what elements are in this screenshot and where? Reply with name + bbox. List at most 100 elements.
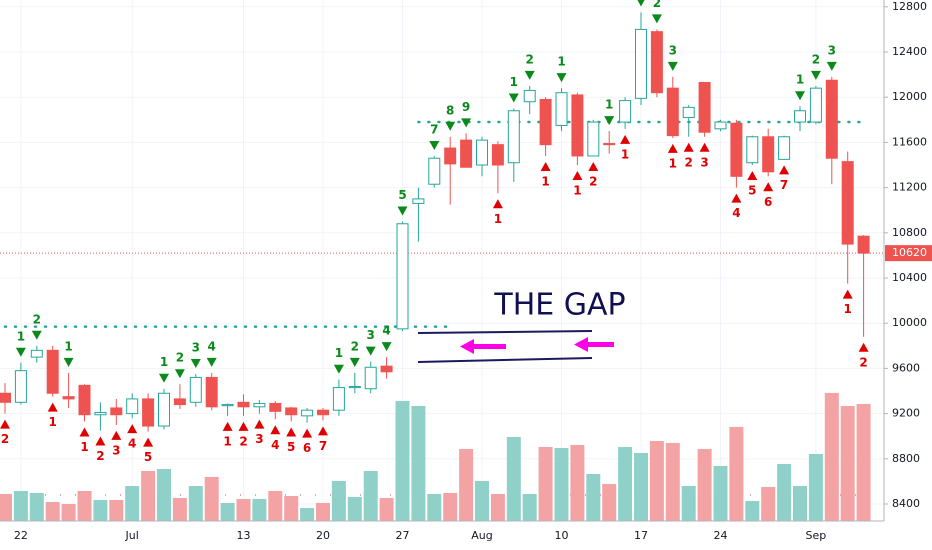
candle-body [682, 106, 695, 119]
setup-marker [842, 289, 853, 299]
volume-bar [125, 486, 140, 521]
setup-marker [810, 70, 821, 80]
setup-count: 4 [208, 339, 216, 353]
volume-bar [236, 499, 251, 521]
setup-marker [111, 430, 122, 440]
setup-marker [333, 364, 344, 374]
setup-marker [556, 73, 567, 83]
setup-marker [795, 91, 805, 101]
volume-bar [697, 449, 712, 521]
volume-bar [777, 464, 792, 521]
setup-marker [763, 182, 774, 192]
candle-body [205, 376, 218, 408]
setup-marker [365, 346, 376, 356]
setup-count: 6 [303, 441, 311, 455]
volume-bar [856, 404, 871, 521]
setup-marker [524, 70, 535, 80]
volume-bar [363, 471, 378, 521]
setup-marker [667, 143, 678, 153]
volume-bar [0, 494, 12, 521]
setup-marker [429, 140, 440, 150]
x-tick-label: 22 [14, 529, 28, 542]
setup-marker [318, 426, 328, 436]
price-label-box [885, 245, 932, 262]
candle-body [444, 147, 457, 165]
setup-marker [683, 142, 694, 152]
candle-body [30, 349, 43, 358]
y-tick-label: 11600 [892, 135, 927, 148]
setup-count: 2 [653, 0, 661, 10]
volume-bar [141, 471, 156, 521]
setup-marker [270, 425, 281, 435]
setup-marker [604, 116, 615, 126]
candle-body [587, 121, 600, 157]
volume-bar [713, 466, 728, 521]
setup-marker [651, 14, 662, 24]
setup-count: 2 [1, 432, 9, 446]
setup-count: 2 [526, 52, 534, 66]
volume-bar [745, 501, 760, 521]
setup-count: 1 [605, 98, 613, 112]
volume-bar [570, 445, 585, 521]
gap-arrows [460, 337, 614, 354]
candle-body [14, 370, 27, 403]
candle-body [539, 98, 552, 146]
setup-count: 2 [33, 312, 41, 326]
volume-bar [77, 491, 92, 521]
setup-count: 1 [573, 184, 581, 198]
volume-bar [220, 503, 235, 521]
setup-count: 2 [589, 174, 597, 188]
setup-marker [15, 347, 26, 357]
setup-count: 2 [812, 52, 820, 66]
x-tick-label: Sep [806, 529, 827, 542]
setup-marker [143, 437, 154, 447]
setup-count: 5 [144, 450, 152, 464]
candle-body [762, 136, 775, 173]
y-tick-label: 8800 [892, 452, 920, 465]
candle-body [380, 365, 393, 373]
candle-body [189, 376, 202, 403]
setup-count: 1 [160, 355, 168, 369]
volume-bar [300, 508, 315, 521]
gap-line-top [417, 330, 593, 334]
candle-body [714, 121, 727, 130]
candle-body [809, 87, 822, 123]
y-tick-label: 12800 [892, 0, 927, 13]
candle-body [666, 87, 679, 137]
setup-count: 2 [239, 434, 247, 448]
setup-count: 6 [764, 195, 772, 209]
candle-body [571, 94, 584, 157]
volume-bar [93, 500, 108, 521]
setup-marker [206, 357, 217, 367]
setup-count: 1 [510, 75, 518, 89]
setup-marker [540, 161, 551, 171]
setup-marker [826, 61, 837, 71]
setup-count: 9 [462, 100, 470, 114]
volume-bar [649, 441, 664, 521]
setup-count: 4 [271, 438, 279, 452]
volume-bar [45, 502, 60, 521]
setup-marker [731, 193, 742, 203]
setup-marker [858, 342, 869, 352]
volume-bar [188, 486, 203, 521]
y-tick-label: 9600 [892, 361, 920, 374]
volume-bar [808, 454, 823, 521]
setup-count: 3 [828, 43, 836, 57]
candle-body [635, 28, 647, 99]
setup-marker [699, 142, 710, 152]
setup-marker [620, 134, 631, 144]
volume-bar [443, 493, 458, 521]
volume-bar [316, 503, 330, 521]
setup-marker [588, 161, 599, 171]
candle-body [730, 122, 743, 177]
volume-bar [347, 497, 362, 521]
setup-count: 4 [732, 206, 740, 220]
setup-count: 5 [748, 184, 756, 198]
setup-count: 1 [80, 440, 88, 454]
candle-body [110, 407, 123, 416]
x-tick-label: Aug [471, 529, 492, 542]
volume-bar [427, 494, 442, 521]
candle-body [0, 392, 11, 403]
